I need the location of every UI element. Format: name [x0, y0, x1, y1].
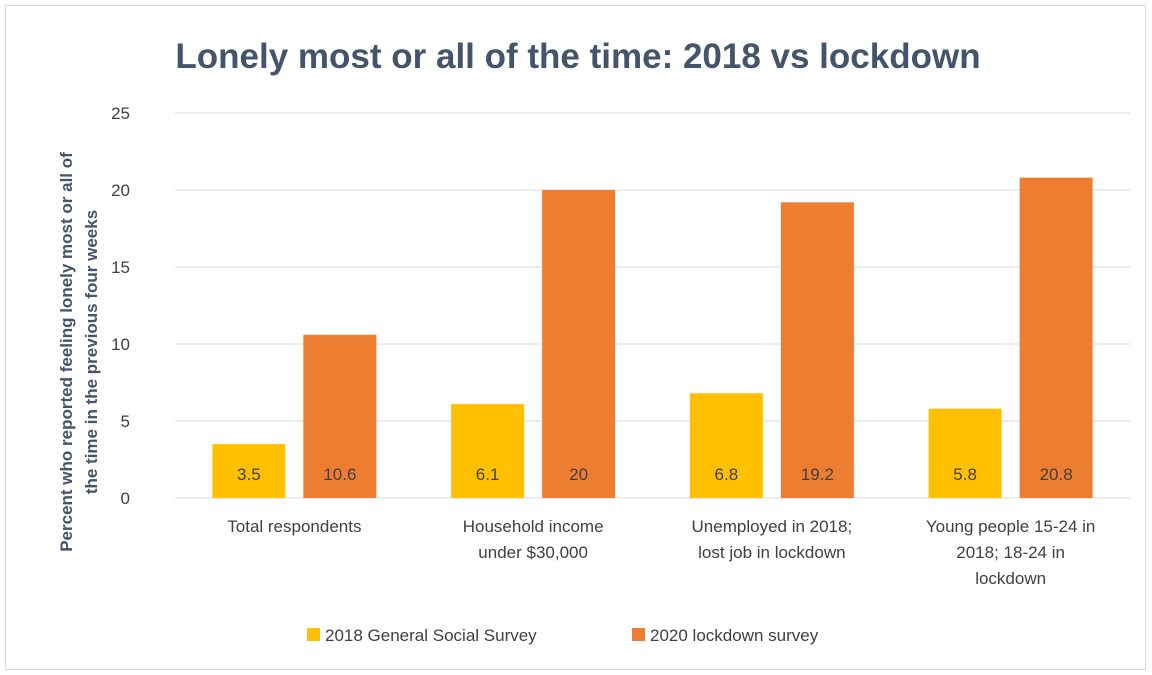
data-label: 3.5	[237, 465, 261, 484]
y-tick-label: 25	[111, 104, 130, 123]
y-tick-label: 15	[111, 258, 130, 277]
y-axis-title-line-2: the time in the previous four weeks	[82, 210, 101, 494]
category-label: 2018; 18-24 in	[956, 543, 1065, 562]
bar	[303, 334, 377, 498]
y-axis-ticks: 0 5 10 15 20 25	[111, 104, 130, 508]
category-label: lockdown	[975, 569, 1046, 588]
legend-label: 2018 General Social Survey	[325, 626, 537, 645]
y-tick-label: 0	[121, 489, 130, 508]
y-tick-label: 5	[121, 412, 130, 431]
legend-label: 2020 lockdown survey	[650, 626, 819, 645]
chart-title: Lonely most or all of the time: 2018 vs …	[175, 37, 980, 76]
y-axis-title: Percent who reported feeling lonely most…	[57, 152, 101, 552]
category-label: Young people 15-24 in	[926, 517, 1096, 536]
category-labels: Total respondents Household income under $…	[227, 517, 1095, 588]
data-label: 10.6	[323, 465, 356, 484]
y-axis-title-line-1: Percent who reported feeling lonely most…	[57, 152, 76, 552]
bar	[1019, 177, 1093, 498]
legend: 2018 General Social Survey 2020 lockdown …	[307, 626, 819, 645]
data-label: 6.8	[715, 465, 739, 484]
data-label: 20.8	[1040, 465, 1073, 484]
y-tick-label: 20	[111, 181, 130, 200]
data-label: 19.2	[801, 465, 834, 484]
data-label: 6.1	[476, 465, 500, 484]
legend-swatch	[307, 628, 320, 641]
category-label: Unemployed in 2018;	[692, 517, 853, 536]
data-labels: 3.5 10.6 6.1 20 6.8 19.2 5.8 20.8	[237, 465, 1073, 484]
bars	[212, 177, 1093, 498]
legend-swatch	[632, 628, 645, 641]
category-label: Total respondents	[227, 517, 361, 536]
bar	[689, 393, 763, 498]
category-label: lost job in lockdown	[698, 543, 845, 562]
bar	[780, 202, 854, 498]
bar	[212, 444, 286, 498]
bar	[451, 404, 525, 498]
y-tick-label: 10	[111, 335, 130, 354]
bar	[928, 408, 1002, 498]
bar	[542, 190, 616, 498]
category-label: under $30,000	[478, 543, 588, 562]
data-label: 20	[569, 465, 588, 484]
data-label: 5.8	[953, 465, 977, 484]
category-label: Household income	[463, 517, 604, 536]
